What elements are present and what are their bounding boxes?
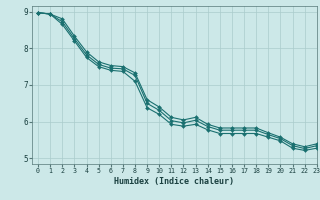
X-axis label: Humidex (Indice chaleur): Humidex (Indice chaleur) (115, 177, 234, 186)
